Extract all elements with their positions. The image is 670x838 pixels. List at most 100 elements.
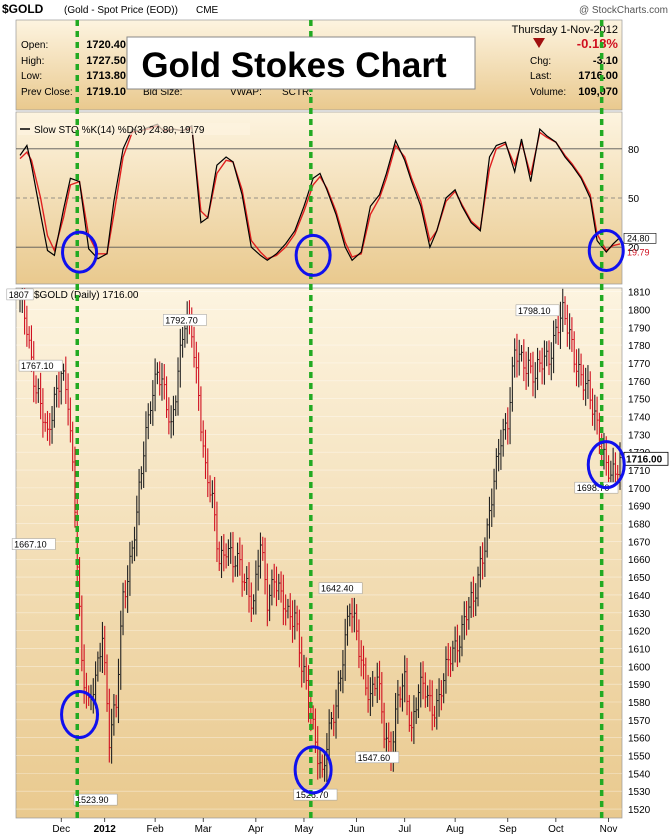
quote-extra-label: SCTR: [282, 87, 312, 98]
x-tick-label: Sep [499, 824, 517, 835]
sto-tick-label: 50 [628, 194, 640, 205]
x-tick-label: Nov [600, 824, 618, 835]
vertical-markers [75, 20, 604, 818]
price-annotation: 1642.40 [321, 584, 354, 594]
price-annotation-bg [515, 304, 560, 317]
price-annotation-bg [6, 288, 34, 301]
quote-value: 1719.10 [86, 86, 126, 98]
price-tick-label: 1520 [628, 805, 651, 816]
price-annotation-bg [318, 582, 363, 594]
price-annotation: 1547.60 [358, 753, 391, 763]
price-tick-label: 1590 [628, 680, 651, 691]
header-symbol: $GOLD [2, 2, 44, 16]
price-tick-label: 1620 [628, 627, 651, 638]
price-tick-label: 1600 [628, 662, 651, 673]
price-annotation: 1767.10 [21, 361, 54, 371]
quote-label: Low: [21, 71, 42, 82]
sto-lines [19, 123, 621, 262]
price-tick-label: 1700 [628, 484, 651, 495]
price-tick-label: 1540 [628, 769, 651, 780]
price-tick-label: 1710 [628, 466, 651, 477]
quote-date: Thursday 1-Nov-2012 [512, 24, 618, 36]
price-annotation-bg [355, 751, 400, 764]
quote-right-label: Volume: [530, 87, 566, 98]
price-tick-label: 1550 [628, 752, 651, 763]
x-tick-label: May [295, 824, 314, 835]
price-panel [15, 287, 623, 819]
x-tick-label: Aug [446, 824, 464, 835]
x-tick-label: Jul [398, 824, 411, 835]
price-tick-label: 1800 [628, 305, 651, 316]
sto-highlight-circle [61, 230, 99, 274]
price-annotation: 1523.90 [76, 795, 109, 805]
price-annotation-bg [11, 538, 56, 550]
price-annotation: 1667.10 [14, 540, 47, 550]
price-annotation-bg [73, 793, 118, 806]
price-tick-label: 1650 [628, 573, 651, 584]
sto-d-line [19, 125, 621, 260]
price-annotation-bg [163, 314, 207, 326]
price-labels: 18071767.101667.101523.901792.701526.701… [6, 288, 619, 806]
quote-extra-label: VWAP: [230, 87, 262, 98]
price-tick-label: 1660 [628, 555, 651, 566]
price-tick-label: 1770 [628, 359, 651, 370]
header-watermark: @ StockCharts.com [579, 5, 668, 16]
price-highlight-circle [586, 440, 626, 490]
sto-highlight-circle [294, 233, 332, 277]
price-annotation: 1698.70 [577, 483, 610, 493]
price-tick-label: 1570 [628, 716, 651, 727]
x-tick-label: 2012 [94, 824, 117, 835]
price-tick-label: 1750 [628, 395, 651, 406]
sto-highlight-circle [587, 228, 625, 272]
sto-tick-label: 80 [628, 145, 640, 156]
chart-title: Gold Stokes Chart [141, 46, 447, 85]
x-tick-label: Jun [349, 824, 365, 835]
price-highlight-circle [60, 689, 100, 739]
price-tick-label: 1610 [628, 644, 651, 655]
price-tick-label: 1690 [628, 502, 651, 513]
quote-right: Thursday 1-Nov-2012-0.18% Chg: -3.10 Last: 1… [512, 24, 619, 98]
quote-right-label: Last: [530, 71, 552, 82]
price-tick-label: 1630 [628, 609, 651, 620]
quote-extra-label: Bid Size: [143, 87, 182, 98]
x-tick-label: Oct [548, 824, 564, 835]
x-tick-label: Apr [248, 824, 264, 835]
quote-value: 1720.40 [86, 39, 126, 51]
price-annotation: 1792.70 [165, 315, 198, 325]
x-tick-label: Feb [146, 824, 164, 835]
quote-left: Open: 1720.40 High: 1727.50 Low: 1713.80 Prev … [21, 39, 312, 98]
price-legend: $GOLD (Daily) 1716.00 [34, 290, 139, 301]
price-annotation: 1798.10 [518, 306, 551, 316]
price-annotation-bg [293, 788, 338, 801]
quote-right-label: Chg: [530, 56, 551, 67]
sto-k-last-tag [623, 233, 657, 244]
quote-right-value: -3.10 [593, 55, 618, 67]
price-tick-label: 1530 [628, 787, 651, 798]
price-tick-label: 1780 [628, 341, 651, 352]
down-arrow-icon [533, 38, 545, 48]
sto-d-last-value: 19.79 [627, 248, 650, 258]
price-tick-label: 1680 [628, 520, 651, 531]
quote-label: Open: [21, 40, 48, 51]
x-tick-label: Dec [52, 824, 70, 835]
quote-label: High: [21, 56, 44, 67]
price-tick-label: 1760 [628, 377, 651, 388]
sto-legend: Slow STO %K(14) %D(3) 24.80, 19.79 [34, 125, 205, 136]
title-box [126, 36, 476, 90]
price-tick-label: 1730 [628, 430, 651, 441]
price-tick-label: 1790 [628, 323, 651, 334]
price-tick-label: 1810 [628, 288, 651, 299]
x-tick-label: Mar [195, 824, 213, 835]
highlight-circles [60, 228, 626, 795]
price-tick-label: 1560 [628, 734, 651, 745]
x-axis: Dec 2012 Feb Mar Apr May Jun Jul Aug Sep Oct Nov [52, 818, 617, 835]
sto-k-line [19, 123, 621, 262]
price-tick-label: 1740 [628, 412, 651, 423]
price-axis: 1520 1530 1540 1550 1560 1570 1580 1590 1600 1610… [623, 288, 669, 816]
sto-k-last-value: 24.80 [627, 233, 650, 243]
quote-label: Prev Close: [21, 87, 73, 98]
price-tick-label: 1640 [628, 591, 651, 602]
price-grid [16, 291, 622, 810]
price-tick-label: 1670 [628, 537, 651, 548]
